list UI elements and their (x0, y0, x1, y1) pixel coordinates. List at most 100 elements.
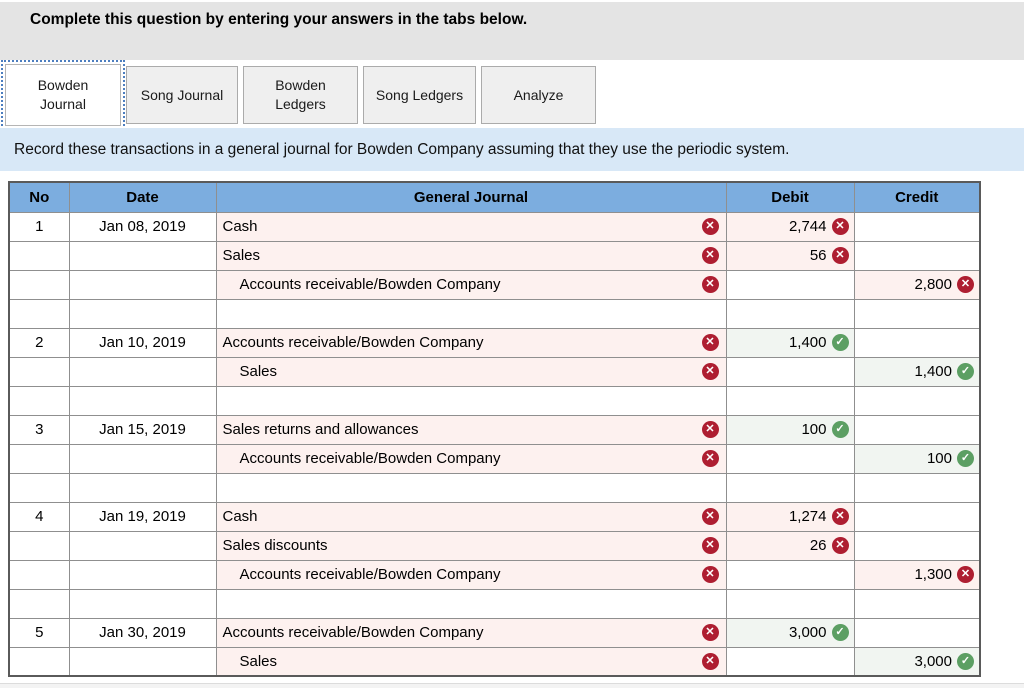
credit-cell[interactable] (853, 501, 981, 532)
debit-amount: 1,400 (788, 334, 827, 351)
debit-cell[interactable] (725, 356, 855, 387)
credit-cell[interactable] (853, 414, 981, 445)
entry-date-cell: Jan 30, 2019 (68, 617, 217, 648)
credit-cell[interactable] (853, 327, 981, 358)
entry-no-cell: 5 (8, 617, 70, 648)
entry-no-cell: 1 (8, 211, 70, 242)
account-cell[interactable]: Sales ✕ (215, 240, 727, 271)
account-cell[interactable]: Cash ✕ (215, 211, 727, 242)
account-cell[interactable]: Sales returns and allowances ✕ (215, 414, 727, 445)
debit-cell[interactable] (725, 443, 855, 474)
journal-entry-row: 2 Jan 10, 2019 Accounts receivable/Bowden … (8, 327, 981, 358)
spacer-row (8, 298, 981, 329)
credit-cell[interactable] (853, 211, 981, 242)
entry-no-cell: 2 (8, 327, 70, 358)
instruction-bar: Record these transactions in a general j… (0, 128, 1024, 171)
journal-table-wrapper: No Date General Journal Debit Credit 1 Jan 08… (8, 181, 981, 677)
tab-bowden-journal[interactable]: Bowden Journal (1, 60, 125, 130)
tab-label: Analyze (513, 86, 564, 103)
account-name: Accounts receivable/Bowden Company (222, 334, 484, 351)
credit-cell (853, 472, 981, 503)
entry-date-cell (68, 588, 217, 619)
credit-cell[interactable]: 1,400 ✓ (853, 356, 981, 387)
credit-amount: 2,800 (914, 276, 952, 293)
debit-cell[interactable]: 1,274 ✕ (725, 501, 855, 532)
journal-entry-row: Accounts receivable/Bowden Company ✕ 100 ✓ (8, 443, 981, 474)
account-name: Accounts receivable/Bowden Company (239, 566, 501, 583)
debit-cell[interactable]: 100 ✓ (725, 414, 855, 445)
x-circle-icon: ✕ (831, 247, 849, 264)
entry-no-cell (8, 559, 70, 590)
journal-entry-row: 1 Jan 08, 2019 Cash ✕ 2,744 ✕ (8, 211, 981, 242)
account-cell[interactable]: Sales ✕ (215, 646, 727, 677)
account-cell[interactable]: Accounts receivable/Bowden Company ✕ (215, 617, 727, 648)
check-circle-icon: ✓ (831, 624, 849, 641)
account-cell[interactable]: Accounts receivable/Bowden Company ✕ (215, 269, 727, 300)
credit-cell[interactable]: 1,300 ✕ (853, 559, 981, 590)
account-cell[interactable]: Accounts receivable/Bowden Company ✕ (215, 327, 727, 358)
account-cell[interactable]: Cash ✕ (215, 501, 727, 532)
debit-cell[interactable] (725, 559, 855, 590)
account-cell (215, 588, 727, 619)
account-name: Sales (239, 363, 278, 380)
debit-cell[interactable]: 56 ✕ (725, 240, 855, 271)
entry-no-cell: 3 (8, 414, 70, 445)
tab-song-journal[interactable]: Song Journal (126, 66, 238, 124)
column-header-no: No (8, 181, 70, 213)
entry-date-cell (68, 240, 217, 271)
tab-label: Song Journal (140, 86, 224, 103)
general-journal-table: No Date General Journal Debit Credit 1 Jan 08… (8, 181, 981, 677)
x-circle-icon: ✕ (701, 508, 719, 525)
x-circle-icon: ✕ (701, 247, 719, 264)
x-circle-icon: ✕ (701, 421, 719, 438)
check-circle-icon: ✓ (831, 421, 849, 438)
tab-bowden-ledgers[interactable]: Bowden Ledgers (243, 66, 358, 124)
debit-cell[interactable] (725, 269, 855, 300)
tab-analyze[interactable]: Analyze (481, 66, 596, 124)
debit-cell[interactable]: 1,400 ✓ (725, 327, 855, 358)
account-name: Accounts receivable/Bowden Company (222, 624, 484, 641)
x-circle-icon: ✕ (701, 363, 719, 380)
journal-entry-row: Sales ✕ 3,000 ✓ (8, 646, 981, 677)
credit-cell[interactable] (853, 617, 981, 648)
journal-entry-row: Accounts receivable/Bowden Company ✕ 2,800… (8, 269, 981, 300)
tab-song-ledgers[interactable]: Song Ledgers (363, 66, 476, 124)
spacer-row (8, 472, 981, 503)
account-cell (215, 298, 727, 329)
spacer-row (8, 385, 981, 416)
account-cell[interactable]: Accounts receivable/Bowden Company ✕ (215, 443, 727, 474)
debit-cell[interactable]: 26 ✕ (725, 530, 855, 561)
account-name: Cash (222, 218, 258, 235)
entry-no-cell (8, 240, 70, 271)
credit-cell[interactable]: 100 ✓ (853, 443, 981, 474)
debit-cell[interactable]: 2,744 ✕ (725, 211, 855, 242)
entry-date-cell (68, 646, 217, 677)
debit-cell (725, 385, 855, 416)
account-cell[interactable]: Accounts receivable/Bowden Company ✕ (215, 559, 727, 590)
journal-entry-row: Sales ✕ 56 ✕ (8, 240, 981, 271)
column-header-date: Date (68, 181, 217, 213)
debit-cell[interactable] (725, 646, 855, 677)
credit-cell[interactable]: 2,800 ✕ (853, 269, 981, 300)
account-cell (215, 472, 727, 503)
credit-cell[interactable] (853, 530, 981, 561)
account-cell[interactable]: Sales ✕ (215, 356, 727, 387)
x-circle-icon: ✕ (701, 450, 719, 467)
credit-amount: 1,300 (914, 566, 952, 583)
entry-date-cell: Jan 08, 2019 (68, 211, 217, 242)
journal-entry-row: 3 Jan 15, 2019 Sales returns and allowance… (8, 414, 981, 445)
credit-cell[interactable] (853, 240, 981, 271)
debit-cell (725, 588, 855, 619)
column-header-credit: Credit (853, 181, 981, 213)
instruction-text: Record these transactions in a general j… (14, 140, 790, 158)
entry-no-cell (8, 530, 70, 561)
credit-cell[interactable]: 3,000 ✓ (853, 646, 981, 677)
journal-entry-row: Sales discounts ✕ 26 ✕ (8, 530, 981, 561)
journal-entry-row: 5 Jan 30, 2019 Accounts receivable/Bowden … (8, 617, 981, 648)
x-circle-icon: ✕ (701, 276, 719, 293)
tab-strip: Bowden Journal Song Journal Bowden Ledgers… (1, 60, 596, 130)
x-circle-icon: ✕ (957, 276, 974, 293)
entry-date-cell (68, 385, 217, 416)
debit-cell[interactable]: 3,000 ✓ (725, 617, 855, 648)
account-cell[interactable]: Sales discounts ✕ (215, 530, 727, 561)
